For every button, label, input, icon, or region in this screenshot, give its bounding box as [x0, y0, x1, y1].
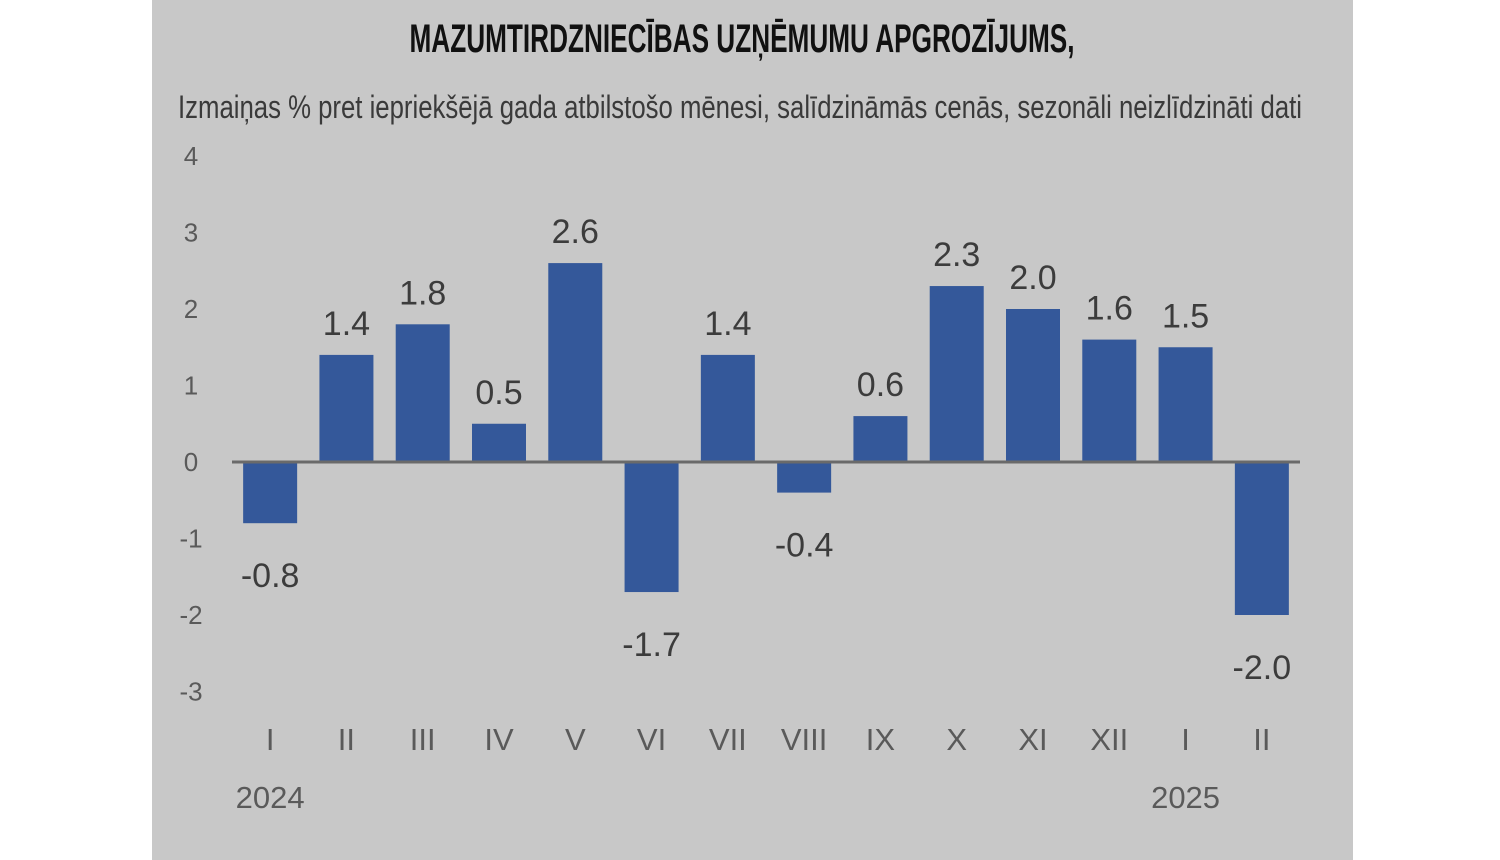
bar: [395, 324, 450, 462]
data-label: 2.0: [1009, 259, 1056, 297]
x-tick-label: I: [266, 722, 275, 757]
x-tick-label: IV: [484, 722, 514, 757]
x-tick-label: VII: [709, 722, 747, 757]
x-tick-label: X: [946, 722, 967, 757]
bar: [700, 354, 755, 462]
bars: [243, 263, 1289, 615]
bar: [472, 423, 526, 462]
y-tick-label: 1: [184, 371, 198, 401]
chart-title: MAZUMTIRDZNIECĪBAS UZŅĒMUMU APGROZĪJUMS,: [410, 17, 1075, 61]
bar: [1082, 339, 1137, 462]
x-tick-label: IX: [866, 722, 896, 757]
bar: [777, 462, 832, 493]
x-tick-label: XII: [1090, 722, 1128, 757]
data-label: -0.8: [241, 557, 300, 595]
bar: [548, 263, 603, 462]
bar: [929, 286, 984, 462]
bar: [1234, 462, 1289, 615]
y-tick-label: 3: [184, 218, 198, 248]
data-label: -1.7: [622, 626, 681, 664]
y-tick-label: 4: [184, 141, 198, 171]
bar: [624, 462, 679, 593]
bar: [853, 416, 908, 462]
bar: [319, 354, 374, 462]
data-label: 1.5: [1162, 297, 1209, 335]
bar: [243, 462, 298, 524]
data-label: 1.4: [323, 305, 370, 343]
x-tick-label: VIII: [781, 722, 828, 757]
year-labels: 2024 2025: [236, 780, 1220, 815]
x-tick-label: III: [410, 722, 436, 757]
x-tick-label: I: [1181, 722, 1190, 757]
data-label: 1.8: [399, 274, 446, 312]
data-label: 1.6: [1086, 290, 1133, 328]
y-tick-label: 2: [184, 294, 198, 324]
year-label: 2024: [236, 780, 305, 815]
x-tick-label: VI: [637, 722, 666, 757]
x-tick-label: XI: [1018, 722, 1047, 757]
data-label: -0.4: [775, 527, 834, 565]
data-label: 1.4: [704, 305, 751, 343]
y-tick-label: -3: [179, 677, 202, 707]
x-tick-label: II: [1253, 722, 1270, 757]
x-tick-label: II: [338, 722, 355, 757]
y-tick-label: -1: [179, 524, 202, 554]
bar: [1158, 347, 1213, 462]
y-tick-label: 0: [184, 447, 198, 477]
y-tick-label: -2: [179, 600, 202, 630]
chart-subtitle: Izmaiņas % pret iepriekšējā gada atbilst…: [178, 89, 1302, 125]
data-label: -2.0: [1233, 649, 1292, 687]
x-axis-ticks: I II III IV V VI VII VIII IX X XI XII I II: [266, 722, 1271, 757]
x-tick-label: V: [565, 722, 586, 757]
bar: [1006, 309, 1060, 462]
year-label: 2025: [1151, 780, 1220, 815]
data-label: 2.6: [552, 213, 599, 251]
y-axis-ticks: 4 3 2 1 0 -1 -2 -3: [179, 141, 202, 707]
data-label: 0.6: [857, 366, 904, 404]
data-labels: -0.8 1.4 1.8 0.5 2.6 -1.7 1.4 -0.4 0.6 2.3 2.0 1.6 1…: [241, 213, 1291, 687]
data-label: 0.5: [475, 374, 522, 412]
data-label: 2.3: [933, 236, 980, 274]
